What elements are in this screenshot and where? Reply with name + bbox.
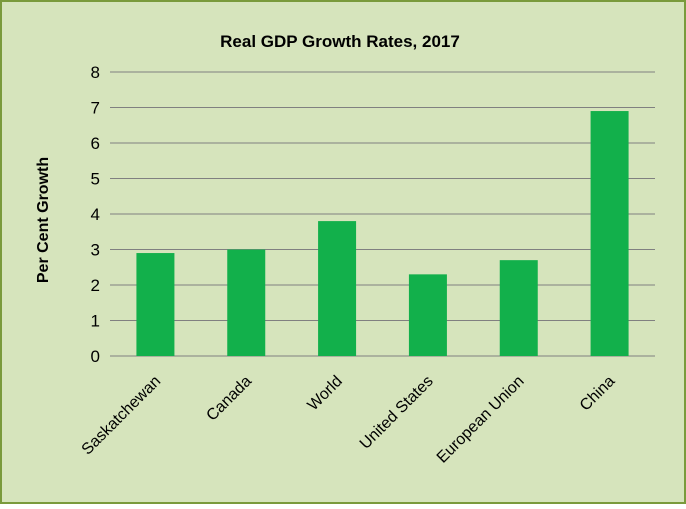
y-tick-label: 1: [91, 312, 100, 331]
bar-world: [318, 221, 357, 356]
y-tick-label: 0: [91, 347, 100, 366]
bar-canada: [227, 249, 266, 356]
gridlines: [110, 71, 655, 357]
bar-saskatchewan: [136, 253, 175, 356]
y-tick-label: 2: [91, 276, 100, 295]
y-axis-label: Per Cent Growth: [35, 157, 52, 283]
chart-title: Real GDP Growth Rates, 2017: [220, 32, 460, 51]
bar-european-union: [499, 260, 538, 356]
y-axis-ticks: 0 1 2 3 4 5 6 7 8: [91, 63, 100, 366]
bar-china: [590, 111, 629, 356]
y-tick-label: 3: [91, 241, 100, 260]
y-tick-label: 7: [91, 99, 100, 118]
y-tick-label: 5: [91, 170, 100, 189]
bar-united-states: [408, 274, 447, 356]
y-tick-label: 4: [91, 205, 100, 224]
y-tick-label: 6: [91, 134, 100, 153]
bars: [136, 111, 629, 356]
y-tick-label: 8: [91, 63, 100, 82]
